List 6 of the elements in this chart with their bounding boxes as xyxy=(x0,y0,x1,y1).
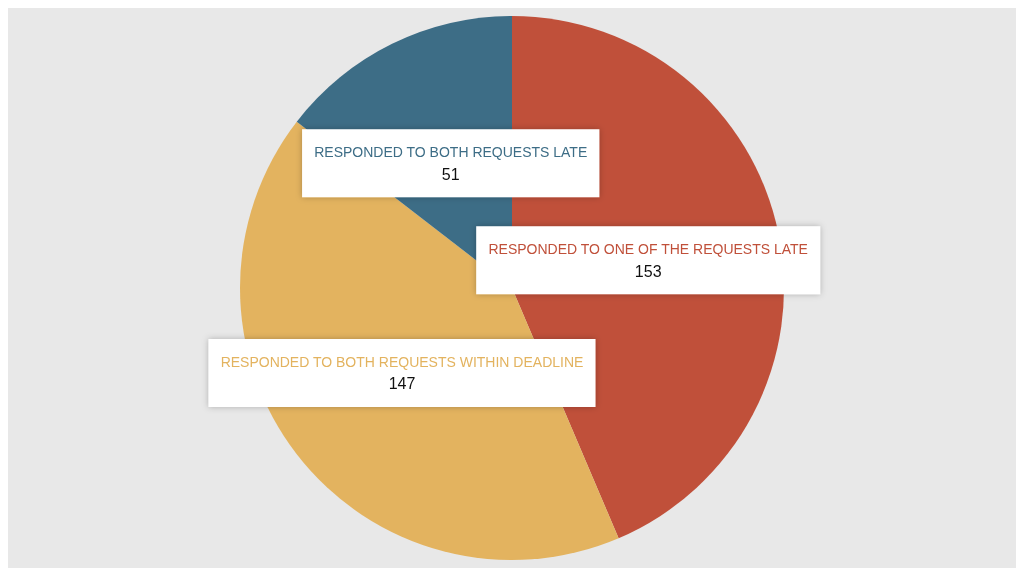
slice-label: RESPONDED TO BOTH REQUESTS WITHIN DEADLINE xyxy=(220,353,584,370)
data-label: 147 xyxy=(388,375,416,393)
data-label: 51 xyxy=(441,165,460,183)
slice-label: RESPONDED TO ONE OF THE REQUESTS LATE xyxy=(488,241,808,258)
data-label: 153 xyxy=(634,262,662,280)
slice-label: RESPONDED TO BOTH REQUESTS LATE xyxy=(314,144,588,161)
